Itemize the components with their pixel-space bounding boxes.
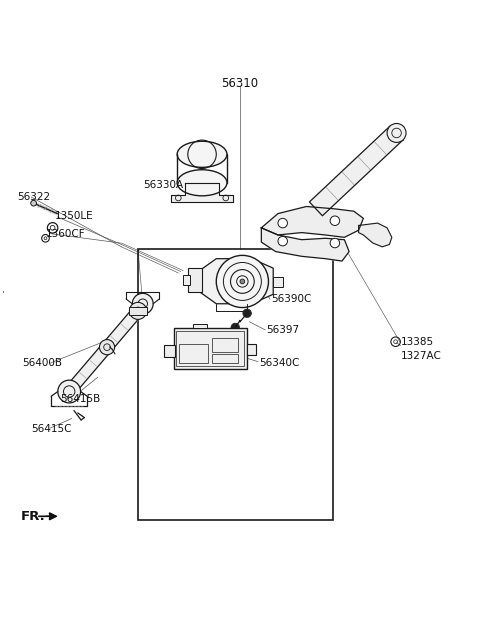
Circle shape <box>31 201 36 206</box>
Text: 56397: 56397 <box>266 325 299 335</box>
Bar <box>212 354 238 363</box>
Text: 56310: 56310 <box>221 77 259 89</box>
Circle shape <box>330 238 340 248</box>
Circle shape <box>58 380 81 403</box>
Bar <box>164 345 175 357</box>
Circle shape <box>231 323 240 332</box>
Text: 56340C: 56340C <box>259 358 300 368</box>
Circle shape <box>243 309 252 318</box>
Polygon shape <box>359 223 392 247</box>
Polygon shape <box>65 307 143 395</box>
Circle shape <box>99 339 115 355</box>
Bar <box>212 338 238 352</box>
Text: 1350LE: 1350LE <box>55 211 94 221</box>
Bar <box>174 328 247 369</box>
Text: 56322: 56322 <box>17 192 50 202</box>
Text: 56415B: 56415B <box>60 394 100 404</box>
Circle shape <box>130 302 146 320</box>
Bar <box>179 344 208 363</box>
Circle shape <box>387 123 406 143</box>
Text: 56415C: 56415C <box>31 424 72 434</box>
Text: 56390C: 56390C <box>271 294 311 304</box>
Polygon shape <box>310 126 403 216</box>
Bar <box>183 275 190 285</box>
Bar <box>192 324 207 328</box>
Polygon shape <box>200 259 273 304</box>
Text: 1327AC: 1327AC <box>401 351 442 361</box>
Text: 56400B: 56400B <box>22 358 62 368</box>
Text: FR.: FR. <box>21 510 46 523</box>
Circle shape <box>330 216 340 225</box>
Bar <box>247 344 256 355</box>
Bar <box>177 331 244 366</box>
Ellipse shape <box>177 141 227 167</box>
Text: 13385: 13385 <box>401 337 434 347</box>
Circle shape <box>278 218 288 228</box>
Polygon shape <box>261 207 363 238</box>
Polygon shape <box>171 183 233 202</box>
Bar <box>130 307 146 315</box>
Circle shape <box>278 236 288 246</box>
Ellipse shape <box>177 170 227 196</box>
Circle shape <box>132 293 153 314</box>
Circle shape <box>240 279 245 284</box>
Text: 56330A: 56330A <box>143 180 183 190</box>
Text: 1360CF: 1360CF <box>46 228 85 239</box>
Bar <box>273 276 283 287</box>
Polygon shape <box>261 228 349 261</box>
Bar <box>188 268 202 292</box>
Bar <box>138 249 333 520</box>
Circle shape <box>216 255 268 307</box>
